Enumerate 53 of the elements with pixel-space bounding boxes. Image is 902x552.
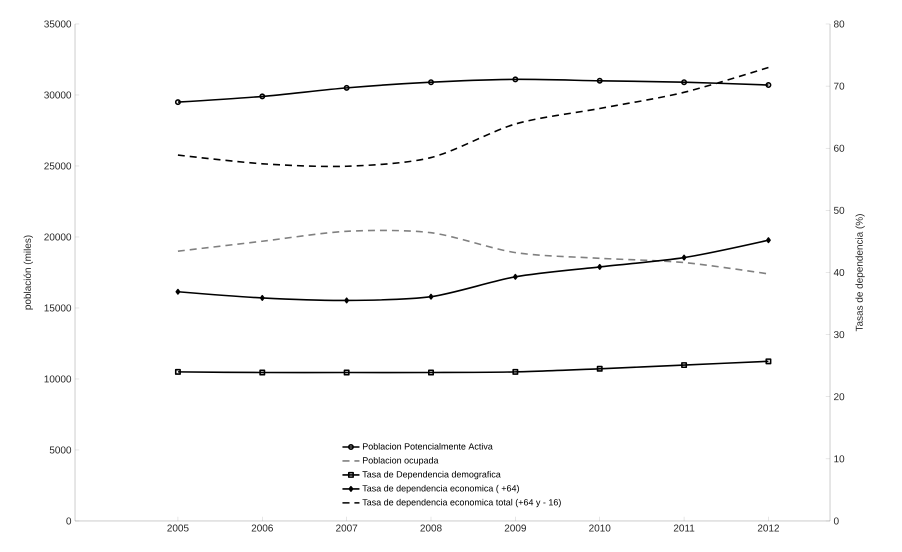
y-tick-label: 25000: [44, 162, 72, 170]
y2-tick-label: 80: [834, 20, 844, 28]
y2-axis-title: Tasas de dependencia (%): [855, 214, 865, 332]
y-tick-label: 20000: [44, 233, 72, 241]
y-tick-label: 0: [66, 517, 72, 525]
point: [259, 370, 266, 376]
y2-tick-label: 40: [834, 268, 844, 276]
y-tick-label: 35000: [44, 20, 72, 28]
point: [512, 368, 518, 375]
point: [681, 362, 688, 368]
point: [596, 78, 603, 84]
x-tick-label: 2012: [758, 524, 780, 532]
x-tick-label: 2011: [674, 524, 694, 532]
y2-tick-label: 70: [834, 82, 844, 90]
legend-label: Poblacion ocupada: [362, 456, 438, 466]
point: [512, 274, 518, 280]
point: [428, 370, 434, 376]
point: [259, 93, 266, 100]
point: [428, 294, 434, 300]
x-tick-label: 2008: [420, 524, 442, 532]
x-tick-label: 2005: [167, 524, 189, 532]
legend-label: Poblacion Potencialmente Activa: [362, 442, 493, 450]
y2-tick-label: 30: [834, 331, 844, 338]
point: [596, 366, 603, 372]
y-tick-label: 30000: [44, 91, 72, 99]
x-tick-label: 2007: [336, 524, 358, 532]
x-tick-label: 2006: [252, 524, 273, 532]
y2-tick-label: 20: [834, 393, 844, 400]
y2-tick-label: 0: [834, 517, 839, 525]
legend-label: Tasa de dependencia economica total (+64 y - 16): [362, 498, 561, 508]
y-axis-title: población (miles): [24, 235, 33, 310]
y-tick-label: 5000: [50, 446, 72, 454]
point: [597, 264, 602, 270]
point: [260, 294, 265, 301]
point: [682, 254, 687, 261]
point: [512, 76, 518, 82]
y2-tick-label: 60: [834, 144, 844, 152]
point: [344, 84, 350, 91]
y2-tick-label: 10: [834, 455, 844, 462]
point: [344, 297, 350, 304]
point: [175, 288, 180, 295]
x-tick-label: 2009: [504, 524, 526, 532]
y2-tick-label: 50: [834, 206, 844, 214]
legend-label: Tasa de dependencia economica ( +64): [362, 484, 519, 494]
y-tick-label: 10000: [44, 375, 72, 383]
point: [344, 370, 350, 376]
point: [766, 237, 771, 244]
x-tick-label: 2010: [589, 524, 610, 532]
y-tick-label: 15000: [44, 304, 72, 312]
legend-label: Tasa de Dependencia demografica: [362, 470, 501, 480]
point: [681, 79, 688, 86]
point: [428, 79, 434, 86]
line-series: [177, 66, 770, 168]
